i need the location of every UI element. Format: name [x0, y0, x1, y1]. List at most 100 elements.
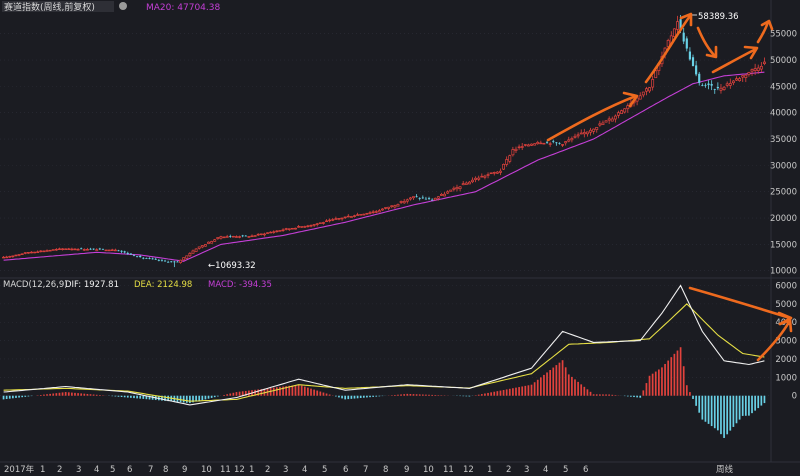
candle	[452, 186, 456, 192]
candle-body-up	[368, 212, 372, 214]
candle	[735, 76, 738, 82]
candle	[604, 120, 608, 123]
candle	[716, 82, 719, 91]
candle	[48, 249, 52, 252]
high-label: 58389.36	[698, 12, 739, 22]
time-axis-label: 6	[583, 465, 588, 475]
candle-body-up	[676, 21, 679, 30]
candle	[253, 235, 257, 237]
candle-body-up	[349, 216, 353, 218]
candle-body-up	[567, 139, 571, 142]
candle-body-up	[617, 112, 620, 116]
candle-body-down	[160, 259, 164, 261]
candle-body-up	[390, 205, 394, 207]
candle-body-up	[26, 252, 30, 254]
candle-body-down	[415, 196, 418, 198]
candle	[381, 208, 384, 211]
candle-body-down	[145, 258, 148, 259]
candle	[548, 141, 552, 147]
candle-body-up	[489, 172, 493, 175]
candle-body-down	[418, 198, 421, 199]
time-axis-label: 9	[404, 465, 409, 475]
candle	[362, 213, 366, 216]
time-axis-label: 3	[76, 465, 81, 475]
candle-body-up	[452, 187, 456, 190]
candle-body-up	[39, 250, 43, 253]
candle-body-down	[123, 251, 126, 253]
candle	[80, 247, 83, 250]
candle	[170, 260, 173, 263]
candle	[461, 180, 465, 186]
candle-body-up	[548, 143, 552, 145]
candle-body-up	[620, 110, 624, 114]
time-axis-label: 8	[383, 465, 388, 475]
candle	[691, 54, 695, 67]
price-title-box	[2, 1, 114, 12]
candle	[570, 136, 574, 143]
candle	[36, 250, 40, 253]
candle	[219, 235, 223, 240]
annotation-arrowhead-top	[679, 12, 693, 27]
candle	[5, 255, 9, 259]
candle	[340, 217, 344, 221]
candle	[132, 254, 136, 257]
price-tick-labels: 10000 15000 20000 25000 30000 35000 40000 45000…	[770, 30, 797, 277]
candle	[26, 252, 30, 254]
candle	[2, 255, 5, 259]
candle-body-up	[533, 143, 537, 146]
candle	[431, 198, 434, 201]
candle-body-up	[449, 189, 453, 192]
candle	[415, 194, 418, 198]
candle	[238, 235, 242, 239]
candle	[610, 116, 614, 122]
candle	[107, 249, 111, 252]
candle-body-up	[191, 250, 195, 254]
candle-body-up	[222, 236, 226, 239]
candle-body-up	[14, 254, 18, 257]
candle-body-up	[61, 248, 64, 250]
candle-body-up	[331, 219, 335, 221]
price-tick-label: 20000	[770, 214, 797, 224]
candle	[738, 76, 742, 82]
macd-tick-label: 0	[792, 392, 797, 402]
candle-body-up	[744, 74, 748, 78]
macd-tick-label: 2000	[775, 355, 797, 365]
candle-body-up	[48, 249, 52, 252]
time-axis-label: 5	[322, 465, 327, 475]
candle	[707, 80, 710, 90]
candle-body-up	[499, 170, 502, 173]
candle	[259, 233, 263, 236]
candle-body-down	[710, 83, 713, 86]
candle-body-up	[343, 216, 347, 219]
candle	[101, 248, 105, 250]
candle	[23, 252, 27, 255]
candle	[672, 28, 676, 38]
candle	[154, 257, 157, 260]
candle	[638, 92, 642, 100]
price-tick-label: 35000	[770, 135, 797, 145]
candle-body-down	[98, 248, 101, 250]
candle-body-down	[695, 65, 698, 75]
candle-body-up	[250, 235, 254, 238]
candle-body-up	[666, 40, 670, 48]
candle-body-up	[539, 142, 543, 145]
time-axis-labels: 2017年 1 2 3 4 5 6 7 8 9 10 11 12 1 2 3 4 5 6 7 8 9 10 11 12 1 2 3 4 5…	[4, 464, 734, 475]
candle	[328, 218, 332, 223]
price-tick-label: 15000	[770, 240, 797, 250]
dif-line	[3, 284, 765, 406]
candle	[368, 211, 372, 215]
candle	[294, 227, 297, 230]
candle-body-up	[371, 211, 375, 213]
candle	[213, 238, 217, 242]
candle	[365, 212, 369, 215]
candle	[353, 214, 356, 218]
legend-settings-icon[interactable]	[119, 2, 127, 10]
candle-body-up	[585, 131, 589, 135]
candle-body-up	[85, 249, 89, 251]
candle	[433, 197, 437, 201]
candle-body-up	[474, 177, 478, 180]
candle	[533, 143, 537, 146]
candle	[489, 172, 493, 175]
candle-body-up	[651, 79, 655, 88]
